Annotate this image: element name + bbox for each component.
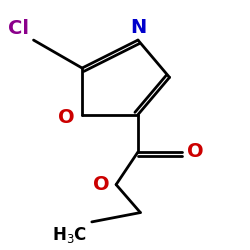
Text: O: O	[94, 175, 110, 194]
Text: Cl: Cl	[8, 19, 29, 38]
Text: O: O	[58, 108, 75, 126]
Text: O: O	[186, 142, 203, 162]
Text: N: N	[130, 18, 146, 36]
Text: H$_3$C: H$_3$C	[52, 226, 87, 246]
